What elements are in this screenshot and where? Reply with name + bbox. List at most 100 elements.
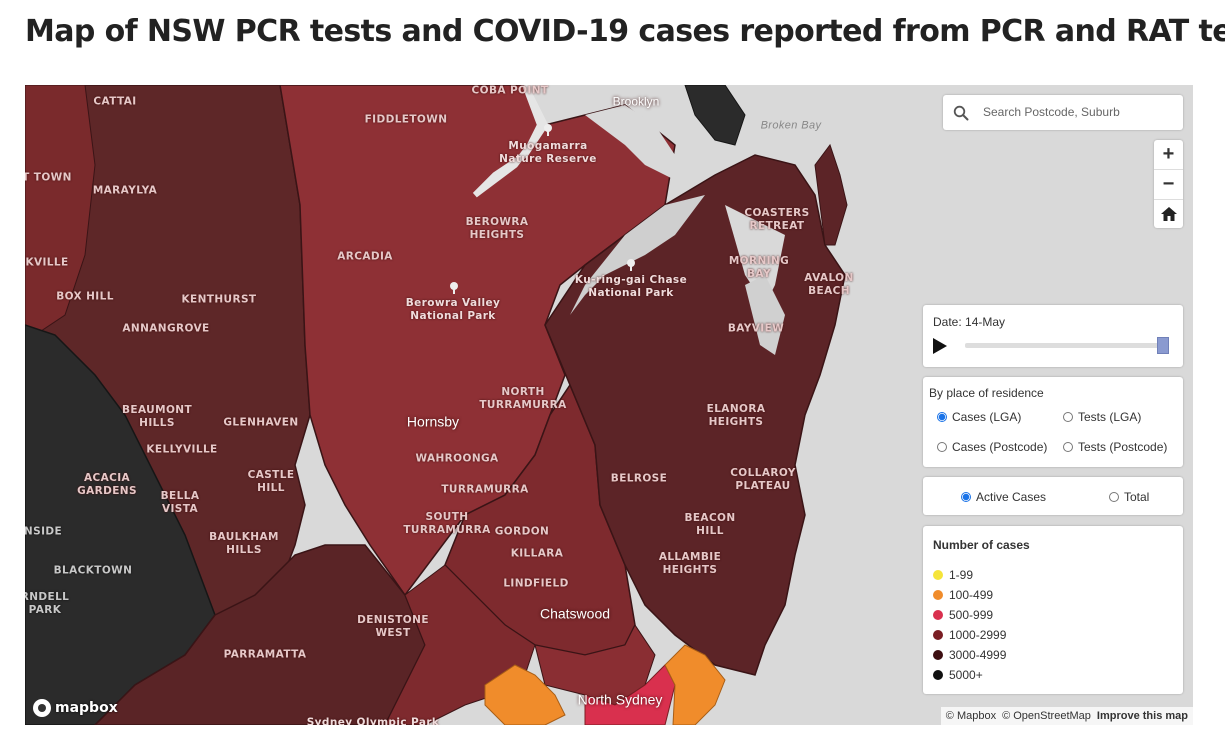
map-label-chatswood: Chatswood	[539, 605, 611, 622]
map-label-maraylya: MARAYLYA	[92, 184, 158, 197]
radio-cases-postcode[interactable]: Cases (Postcode)	[937, 440, 1047, 454]
map-label-belrose: BELROSE	[610, 472, 668, 485]
map-label-wahroonga: WAHROONGA	[415, 452, 499, 465]
map-label-allambie-heights: ALLAMBIE HEIGHTS	[658, 551, 722, 576]
map-label-fiddletown: FIDDLETOWN	[364, 113, 448, 126]
map-label-gordon: GORDON	[494, 525, 550, 538]
legend-dot	[933, 670, 943, 680]
map-label-turramurra: TURRAMURRA	[441, 483, 529, 496]
map-label-denistone-west: DENISTONE WEST	[357, 614, 429, 639]
legend-dot	[933, 590, 943, 600]
residence-title: By place of residence	[929, 386, 1044, 400]
play-icon[interactable]	[933, 338, 947, 354]
map-canvas[interactable]: CATTAI FIDDLETOWN COBA POINT Brooklyn Br…	[25, 85, 1193, 725]
legend-title: Number of cases	[933, 538, 1030, 552]
home-icon	[1160, 206, 1177, 221]
park-tree-icon	[544, 124, 552, 136]
map-label-acacia-gardens: ACACIA GARDENS	[77, 472, 137, 497]
legend-dot	[933, 650, 943, 660]
radio-cases-lga[interactable]: Cases (LGA)	[937, 410, 1021, 424]
radio-icon	[1109, 492, 1119, 502]
map-label-castle-hill: CASTLE HILL	[247, 469, 295, 494]
radio-tests-postcode[interactable]: Tests (Postcode)	[1063, 440, 1167, 454]
map-label-muogamarra: Muogamarra Nature Reserve	[499, 140, 597, 165]
map-label-town: T TOWN	[25, 171, 72, 184]
radio-icon	[937, 442, 947, 452]
map-label-lindfield: LINDFIELD	[503, 577, 569, 590]
map-label-bayview: BAYVIEW	[727, 322, 785, 335]
date-label: Date: 14-May	[933, 315, 1006, 329]
osm-attribution-link[interactable]: © OpenStreetMap	[1002, 710, 1091, 722]
legend-dot	[933, 570, 943, 580]
legend-item: 1000-2999	[933, 628, 1006, 642]
residence-options: By place of residence Cases (LGA) Tests …	[923, 377, 1183, 467]
radio-selected-icon	[961, 492, 971, 502]
map-label-annangrove: ANNANGROVE	[122, 322, 210, 335]
map-label-elanora-heights: ELANORA HEIGHTS	[706, 403, 766, 428]
map-label-broken-bay: Broken Bay	[760, 119, 822, 132]
legend-item: 1-99	[933, 568, 973, 582]
radio-icon	[1063, 442, 1073, 452]
map-label-beaumont-hills: BEAUMONT HILLS	[121, 404, 193, 429]
map-label-hornsby: Hornsby	[406, 413, 460, 430]
map-label-kuringgai: Ku-ring-gai Chase National Park	[574, 274, 688, 299]
map-label-blacktown: BLACKTOWN	[53, 564, 133, 577]
zoom-out-button[interactable]: −	[1162, 173, 1175, 195]
radio-icon	[1063, 412, 1073, 422]
map-label-nside: NSIDE	[25, 525, 63, 538]
reset-view-button[interactable]	[1154, 199, 1183, 228]
map-label-cobah-point: COBA POINT	[471, 85, 549, 97]
map-label-berowra-valley: Berowra Valley National Park	[405, 297, 501, 322]
legend-dot	[933, 610, 943, 620]
map-label-berowra-heights: BEROWRA HEIGHTS	[465, 216, 529, 241]
map-label-sydney-olympic-park: Sydney Olympic Park	[306, 716, 440, 726]
map-label-killara: KILLARA	[510, 547, 564, 560]
map-label-kville: KVILLE	[25, 256, 69, 269]
map-label-box-hill: BOX HILL	[56, 290, 114, 303]
map-label-kenthurst: KENTHURST	[181, 293, 257, 306]
search-input[interactable]	[983, 101, 1173, 123]
park-tree-icon	[450, 282, 458, 294]
zoom-controls: + −	[1154, 140, 1183, 228]
map-label-kellyville: KELLYVILLE	[146, 443, 218, 456]
map-label-cattai: CATTAI	[93, 95, 137, 108]
map-label-arndell-park: RNDELL PARK	[25, 591, 70, 616]
improve-map-link[interactable]: Improve this map	[1096, 710, 1188, 722]
mapbox-attribution-link[interactable]: © Mapbox	[945, 710, 997, 722]
legend-item: 3000-4999	[933, 648, 1006, 662]
legend-item: 5000+	[933, 668, 983, 682]
map-label-parramatta: PARRAMATTA	[223, 648, 307, 661]
map-label-beacon-hill: BEACON HILL	[684, 512, 736, 537]
radio-selected-icon	[937, 412, 947, 422]
legend-item: 500-999	[933, 608, 993, 622]
map-label-bella-vista: BELLA VISTA	[160, 490, 200, 515]
search-icon	[953, 105, 969, 121]
radio-total[interactable]: Total	[1109, 490, 1149, 504]
map-label-north-sydney: North Sydney	[577, 691, 663, 708]
mapbox-logo-icon	[33, 699, 51, 717]
map-label-baulkham-hills: BAULKHAM HILLS	[209, 531, 279, 556]
map-label-morning-bay: MORNING BAY	[728, 255, 790, 280]
map-label-brooklyn: Brooklyn	[612, 94, 660, 109]
legend: Number of cases 1-99 100-499 500-999 100…	[923, 526, 1183, 694]
map-label-south-turramurra: SOUTH TURRAMURRA	[403, 511, 491, 536]
map-label-collaroy-plateau: COLLAROY PLATEAU	[730, 467, 796, 492]
page-title: Map of NSW PCR tests and COVID-19 cases …	[25, 14, 1225, 49]
radio-tests-lga[interactable]: Tests (LGA)	[1063, 410, 1141, 424]
park-tree-icon	[627, 259, 635, 271]
zoom-in-button[interactable]: +	[1162, 143, 1175, 165]
legend-dot	[933, 630, 943, 640]
map-label-north-turramurra: NORTH TURRAMURRA	[479, 386, 567, 411]
map-label-avalon-beach: AVALON BEACH	[804, 272, 854, 297]
case-mode-options: Active Cases Total	[923, 477, 1183, 515]
map-label-glenhaven: GLENHAVEN	[223, 416, 299, 429]
search-box[interactable]	[943, 95, 1183, 130]
date-slider-thumb[interactable]	[1157, 337, 1169, 354]
date-control: Date: 14-May	[923, 305, 1183, 367]
date-slider-track[interactable]	[965, 343, 1167, 348]
map-attribution: © Mapbox © OpenStreetMap Improve this ma…	[940, 707, 1193, 725]
legend-item: 100-499	[933, 588, 993, 602]
map-label-arcadia: ARCADIA	[337, 250, 393, 263]
radio-active-cases[interactable]: Active Cases	[961, 490, 1046, 504]
mapbox-logo[interactable]: mapbox	[33, 699, 118, 717]
